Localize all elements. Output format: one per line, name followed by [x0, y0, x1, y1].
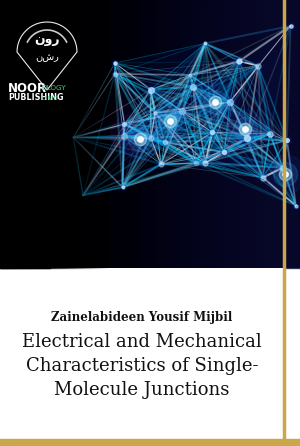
- Text: NOOR: NOOR: [8, 82, 47, 95]
- Point: [128, 130, 132, 137]
- Point: [194, 160, 198, 167]
- Point: [260, 174, 265, 181]
- Point: [128, 130, 132, 137]
- Point: [203, 159, 208, 166]
- Polygon shape: [151, 90, 230, 112]
- Text: OLOGY: OLOGY: [42, 85, 67, 91]
- Point: [191, 83, 196, 90]
- Point: [138, 136, 142, 143]
- Polygon shape: [151, 138, 263, 178]
- Polygon shape: [190, 75, 270, 163]
- Point: [112, 59, 117, 66]
- Point: [228, 98, 232, 105]
- Point: [243, 125, 248, 132]
- Point: [243, 125, 248, 132]
- Text: Zainelabideen Yousif Mijbil: Zainelabideen Yousif Mijbil: [51, 311, 232, 324]
- Text: U N D: U N D: [42, 95, 58, 100]
- Point: [203, 159, 208, 166]
- Bar: [0, 0, 300, 268]
- Point: [194, 160, 198, 167]
- Point: [120, 184, 125, 191]
- Point: [280, 164, 285, 171]
- Polygon shape: [17, 22, 77, 90]
- Point: [283, 171, 287, 178]
- Point: [168, 117, 172, 124]
- Point: [121, 132, 126, 139]
- Point: [256, 62, 261, 70]
- Point: [112, 59, 117, 66]
- Point: [122, 120, 127, 128]
- Point: [188, 71, 192, 78]
- Point: [138, 136, 142, 143]
- Point: [138, 136, 142, 143]
- Point: [153, 109, 158, 116]
- Point: [283, 171, 287, 178]
- Point: [148, 135, 153, 142]
- Point: [237, 58, 242, 65]
- Point: [168, 117, 172, 124]
- Point: [180, 108, 185, 115]
- Point: [245, 135, 250, 142]
- Point: [243, 125, 248, 132]
- Point: [268, 130, 272, 137]
- Text: PUBLISHING: PUBLISHING: [8, 94, 64, 103]
- Point: [284, 137, 289, 144]
- Point: [213, 98, 218, 105]
- Point: [112, 70, 117, 78]
- Polygon shape: [196, 152, 283, 168]
- Point: [121, 132, 126, 139]
- Point: [268, 130, 272, 137]
- Point: [148, 135, 153, 142]
- Point: [202, 40, 207, 47]
- Point: [288, 22, 293, 29]
- Bar: [0, 268, 284, 446]
- Point: [148, 86, 153, 93]
- Point: [148, 86, 153, 93]
- Point: [168, 117, 172, 124]
- Text: نشر: نشر: [35, 52, 59, 62]
- Point: [288, 22, 293, 29]
- Point: [213, 98, 218, 105]
- Polygon shape: [193, 66, 258, 163]
- Text: نور: نور: [34, 33, 60, 46]
- Point: [228, 98, 232, 105]
- Point: [260, 174, 265, 181]
- Point: [112, 70, 117, 78]
- Polygon shape: [155, 112, 196, 163]
- Point: [188, 71, 192, 78]
- Point: [162, 139, 167, 146]
- Point: [283, 171, 287, 178]
- Point: [237, 58, 242, 65]
- Point: [122, 120, 127, 128]
- Point: [210, 129, 215, 136]
- Point: [213, 98, 218, 105]
- Point: [293, 202, 298, 209]
- Point: [159, 161, 164, 168]
- Point: [293, 202, 298, 209]
- Point: [243, 125, 248, 132]
- Point: [138, 136, 142, 143]
- Point: [283, 171, 287, 178]
- Point: [210, 129, 215, 136]
- Polygon shape: [115, 61, 239, 142]
- Point: [280, 164, 285, 171]
- Point: [128, 130, 132, 137]
- Point: [153, 109, 158, 116]
- Point: [222, 149, 226, 156]
- Point: [213, 98, 218, 105]
- Point: [245, 135, 250, 142]
- Point: [162, 139, 167, 146]
- Point: [159, 161, 164, 168]
- Point: [222, 149, 226, 156]
- Point: [202, 40, 207, 47]
- Polygon shape: [115, 44, 205, 187]
- Point: [256, 62, 261, 70]
- Point: [180, 108, 185, 115]
- Text: Electrical and Mechanical
Characteristics of Single-
Molecule Junctions: Electrical and Mechanical Characteristic…: [22, 333, 262, 399]
- Point: [120, 184, 125, 191]
- Point: [168, 117, 172, 124]
- Point: [191, 83, 196, 90]
- Polygon shape: [124, 26, 290, 178]
- Point: [284, 137, 289, 144]
